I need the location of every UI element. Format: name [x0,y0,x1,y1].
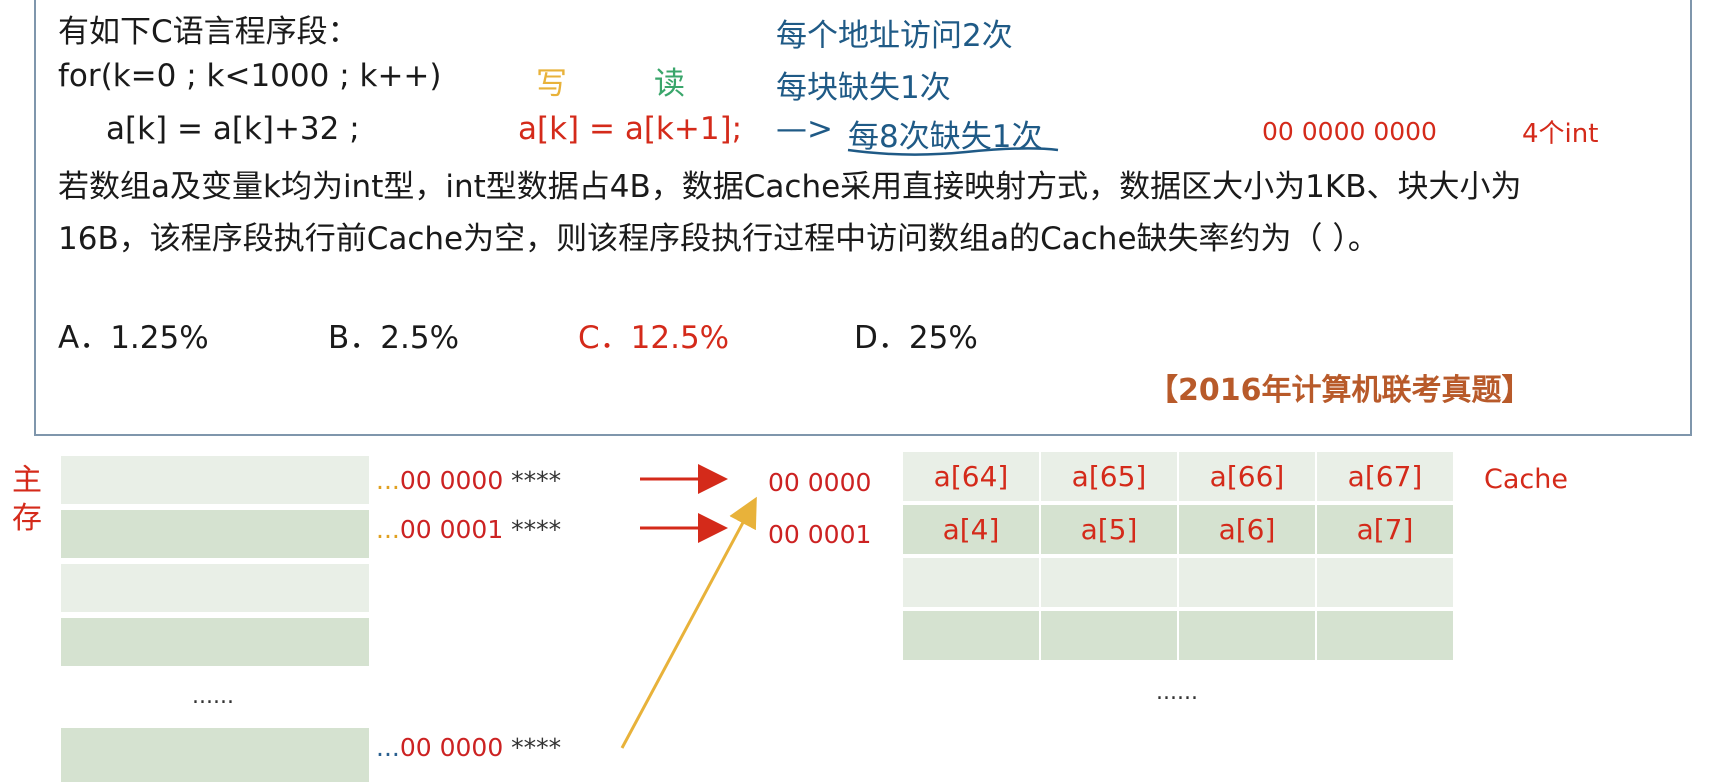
cache-cell [1179,558,1315,607]
note-ints-per-block: 4个int [1522,119,1599,149]
cache-cell [1317,558,1453,607]
memory-block [61,456,369,504]
note-offset-bits: 00 0000 0000 [1262,117,1437,146]
option-d: D．25% [854,320,978,356]
arrow-block-conflict [620,496,757,749]
question-panel [34,0,1692,436]
memory-block [61,618,369,666]
miss-rate-underline [847,147,1059,156]
cache-line-index-0: 00 0000 [768,468,872,497]
memory-address-2: ...00 0000 **** [376,733,562,762]
option-b: B．2.5% [328,320,460,356]
option-a: A．1.25% [58,320,209,356]
note-equivalent-code: a[k] = a[k+1]; [518,111,743,147]
cache-cell: a[5] [1041,505,1177,554]
memory-block [61,564,369,612]
memory-ellipsis: ...... [192,684,234,709]
note-access-twice: 每个地址访问2次 [776,18,1013,54]
cache-cell: a[6] [1179,505,1315,554]
cache-cell: a[66] [1179,452,1315,501]
cache-cell [1041,558,1177,607]
cache-ellipsis: ...... [1156,680,1198,705]
cache-cell: a[67] [1317,452,1453,501]
question-line-5: 16B，该程序段执行前Cache为空，则该程序段执行过程中访问数组a的Cache… [58,221,1379,257]
memory-address-1: ...00 0001 **** [376,515,562,544]
note-write: 写 [536,66,567,102]
note-arrow: —> [776,111,833,147]
cache-cell [1179,611,1315,660]
code-loop: for(k=0 ; k<1000 ; k++) [58,58,442,94]
note-miss-per-block: 每块缺失1次 [776,70,951,106]
code-statement: a[k] = a[k]+32 ; [106,111,360,147]
main-memory-label: 主存 [12,463,42,536]
note-read: 读 [654,66,685,102]
memory-block [61,510,369,558]
memory-block [61,728,369,782]
cache-cell [1041,611,1177,660]
question-line-4: 若数组a及变量k均为int型，int型数据占4B，数据Cache采用直接映射方式… [58,169,1522,205]
cache-cell [903,558,1039,607]
question-line-1: 有如下C语言程序段： [58,14,359,50]
cache-cell: a[64] [903,452,1039,501]
cache-cell: a[7] [1317,505,1453,554]
cache-label: Cache [1484,464,1568,495]
memory-address-0: ...00 0000 **** [376,466,562,495]
cache-cell: a[4] [903,505,1039,554]
cache-cell [1317,611,1453,660]
cache-cell: a[65] [1041,452,1177,501]
cache-cell [903,611,1039,660]
option-c: C．12.5% [578,320,730,356]
cache-line-index-1: 00 0001 [768,520,872,549]
question-source: 【2016年计算机联考真题】 [1148,373,1532,408]
